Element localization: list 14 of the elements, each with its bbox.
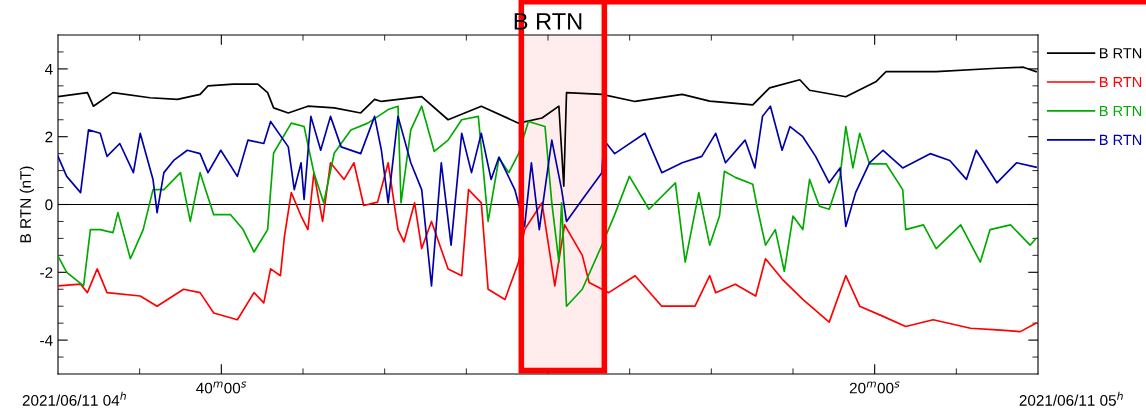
legend-label: B RTN	[1099, 105, 1142, 116]
y-tick-label: 4	[44, 63, 53, 75]
text: 2021/06/11 05$^{h}$	[1019, 391, 1123, 406]
legend-label: B RTN	[1099, 48, 1142, 59]
legend-label: B RTN	[1099, 134, 1142, 145]
y-tick-label: -4	[40, 335, 53, 346]
y-tick-label: 0	[45, 199, 53, 211]
y-tick-label: 2	[45, 131, 53, 143]
x-tick-label: 20$^{m}$00$^{s}$	[849, 381, 900, 394]
text: 2021/06/11 04$^{h}$	[22, 391, 126, 406]
y-tick-label: -2	[40, 267, 53, 278]
y-axis-title: B RTN (nT)	[19, 166, 34, 243]
legend-label: B RTN	[1099, 77, 1142, 88]
x-tick-label: 40$^{m}$00$^{s}$	[196, 381, 247, 394]
